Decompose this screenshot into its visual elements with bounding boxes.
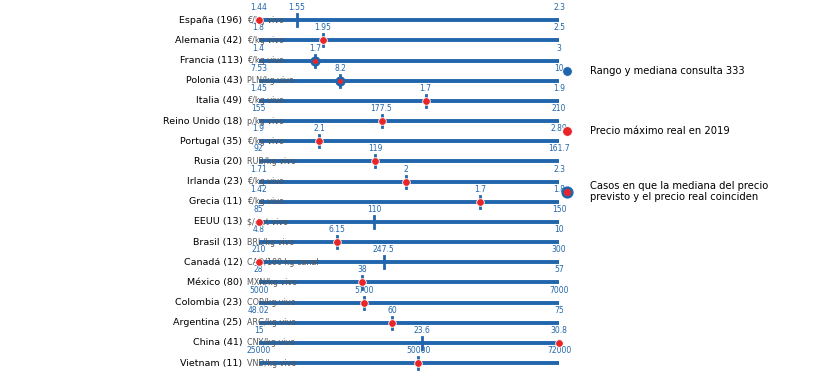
Text: p/kg vivo: p/kg vivo <box>247 117 284 126</box>
Text: 1.71: 1.71 <box>250 165 267 174</box>
Text: 2: 2 <box>404 165 408 174</box>
Text: 30.8: 30.8 <box>550 326 567 335</box>
Text: 7.53: 7.53 <box>250 64 267 73</box>
Text: CNY/kg vivo: CNY/kg vivo <box>247 338 295 347</box>
Text: 23.6: 23.6 <box>414 326 430 335</box>
Text: Precio máximo real en 2019: Precio máximo real en 2019 <box>590 126 729 136</box>
Text: 1.95: 1.95 <box>314 23 331 32</box>
Text: €/kg vivo: €/kg vivo <box>247 177 284 186</box>
Text: 2.3: 2.3 <box>553 3 564 12</box>
Text: 1.4: 1.4 <box>252 44 265 53</box>
Text: 2.1: 2.1 <box>313 124 325 133</box>
Text: 2.89: 2.89 <box>550 124 567 133</box>
Text: 75: 75 <box>554 306 563 315</box>
Text: 1.42: 1.42 <box>250 185 267 194</box>
Text: 210: 210 <box>551 104 566 113</box>
Text: 1.7: 1.7 <box>473 185 486 194</box>
Text: China (41): China (41) <box>192 338 242 347</box>
Text: Casos en que la mediana del precio
previsto y el precio real coinciden: Casos en que la mediana del precio previ… <box>590 181 767 203</box>
Text: 1.8: 1.8 <box>553 185 564 194</box>
Text: 210: 210 <box>251 245 265 254</box>
Text: 1.44: 1.44 <box>250 3 267 12</box>
Text: 15: 15 <box>254 326 263 335</box>
Text: 60: 60 <box>387 306 396 315</box>
Text: 1.45: 1.45 <box>250 84 267 93</box>
Text: €/kg vivo: €/kg vivo <box>247 137 284 146</box>
Text: CAD/100 kg canal: CAD/100 kg canal <box>247 258 319 267</box>
Text: Italia (49): Italia (49) <box>196 96 242 105</box>
Text: 57: 57 <box>554 265 563 274</box>
Text: 1.7: 1.7 <box>309 44 320 53</box>
Text: 10: 10 <box>554 64 563 73</box>
Text: 5000: 5000 <box>249 285 268 294</box>
Text: Colombia (23): Colombia (23) <box>175 298 242 307</box>
Text: ARG/kg vivo: ARG/kg vivo <box>247 318 296 327</box>
Text: Canadá (12): Canadá (12) <box>183 258 242 267</box>
Text: 5700: 5700 <box>354 285 373 294</box>
Text: 300: 300 <box>551 245 566 254</box>
Text: 119: 119 <box>368 144 382 153</box>
Text: €/kg vivo: €/kg vivo <box>247 96 284 105</box>
Text: PLN/kg vivo: PLN/kg vivo <box>247 76 294 85</box>
Text: 2.3: 2.3 <box>553 165 564 174</box>
Text: VND/kg vivo: VND/kg vivo <box>247 359 296 368</box>
Text: Argentina (25): Argentina (25) <box>173 318 242 327</box>
Text: 150: 150 <box>551 205 566 214</box>
Text: 6.15: 6.15 <box>328 225 345 234</box>
Text: Rusia (20): Rusia (20) <box>194 157 242 166</box>
Text: 28: 28 <box>254 265 263 274</box>
Text: México (80): México (80) <box>187 278 242 287</box>
Text: Grecia (11): Grecia (11) <box>189 197 242 206</box>
Text: 72000: 72000 <box>546 346 571 355</box>
Text: 4.8: 4.8 <box>252 225 265 234</box>
Text: BRL/kg vivo: BRL/kg vivo <box>247 238 294 247</box>
Text: 155: 155 <box>251 104 265 113</box>
Text: Alemania (42): Alemania (42) <box>175 36 242 45</box>
Text: Irlanda (23): Irlanda (23) <box>187 177 242 186</box>
Text: 7000: 7000 <box>549 285 568 294</box>
Text: 3: 3 <box>556 44 561 53</box>
Text: 1.7: 1.7 <box>419 84 431 93</box>
Text: Reino Unido (18): Reino Unido (18) <box>163 117 242 126</box>
Text: 247.5: 247.5 <box>373 245 394 254</box>
Text: $/cwt vivo: $/cwt vivo <box>247 217 288 226</box>
Text: Portugal (35): Portugal (35) <box>180 137 242 146</box>
Text: €/kg vivo: €/kg vivo <box>247 16 284 25</box>
Text: 48.02: 48.02 <box>247 306 269 315</box>
Text: 1.8: 1.8 <box>252 23 265 32</box>
Text: COP/kg vivo: COP/kg vivo <box>247 298 296 307</box>
Text: 161.7: 161.7 <box>548 144 569 153</box>
Text: EEUU (13): EEUU (13) <box>194 217 242 226</box>
Text: Rango y mediana consulta 333: Rango y mediana consulta 333 <box>590 66 744 76</box>
Text: RUB/kg vivo: RUB/kg vivo <box>247 157 296 166</box>
Text: MXN/kg vivo: MXN/kg vivo <box>247 278 297 287</box>
Text: 1.55: 1.55 <box>288 3 305 12</box>
Text: 110: 110 <box>367 205 381 214</box>
Text: €/kg vivo: €/kg vivo <box>247 197 284 206</box>
Text: Brasil (13): Brasil (13) <box>193 238 242 247</box>
Text: 50000: 50000 <box>405 346 430 355</box>
Text: Francia (113): Francia (113) <box>179 56 242 65</box>
Text: 38: 38 <box>357 265 367 274</box>
Text: España (196): España (196) <box>179 16 242 25</box>
Text: 2.5: 2.5 <box>553 23 564 32</box>
Text: 8.2: 8.2 <box>334 64 346 73</box>
Text: Vietnam (11): Vietnam (11) <box>180 359 242 368</box>
Text: Polonia (43): Polonia (43) <box>186 76 242 85</box>
Text: €/kg vivo: €/kg vivo <box>247 36 284 45</box>
Text: 85: 85 <box>254 205 263 214</box>
Text: 1.9: 1.9 <box>553 84 564 93</box>
Text: 10: 10 <box>554 225 563 234</box>
Text: 1.9: 1.9 <box>252 124 265 133</box>
Text: 92: 92 <box>254 144 263 153</box>
Text: 25000: 25000 <box>247 346 270 355</box>
Text: 177.5: 177.5 <box>370 104 392 113</box>
Text: €/kg vivo: €/kg vivo <box>247 56 284 65</box>
